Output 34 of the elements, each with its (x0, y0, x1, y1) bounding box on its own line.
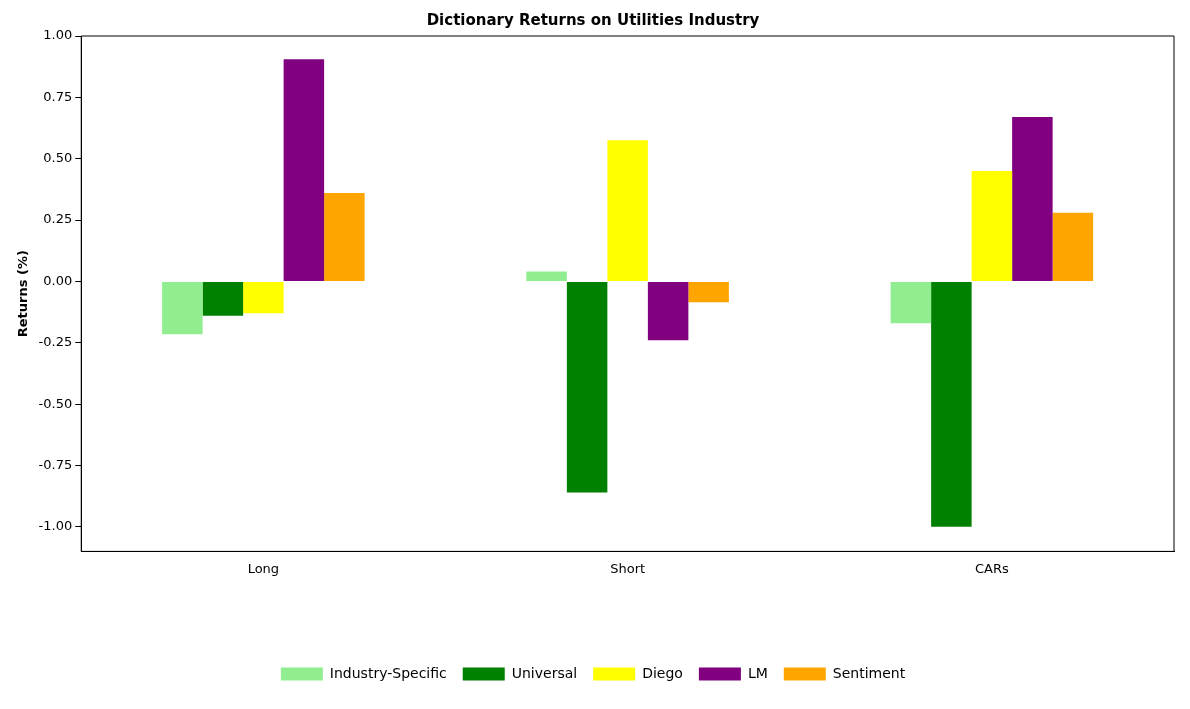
bar (566, 281, 608, 493)
bar (283, 59, 325, 281)
legend-label: LM (747, 664, 768, 681)
bar (202, 281, 244, 316)
y-tick-label: -0.50 (38, 395, 73, 411)
x-tick-label: Long (247, 560, 280, 576)
bar (971, 170, 1013, 281)
bar (688, 281, 729, 303)
legend-label: Universal (511, 664, 578, 681)
legend-label: Diego (642, 664, 683, 681)
bar (1012, 116, 1053, 281)
bar (890, 281, 932, 324)
y-tick-label: -0.75 (38, 456, 73, 472)
bar (647, 281, 689, 341)
y-tick-label: 0.50 (43, 150, 73, 166)
y-axis-title: Returns (%) (15, 250, 31, 338)
y-tick-label: 0.25 (43, 211, 73, 227)
chart-title: Dictionary Returns on Utilities Industry (426, 10, 760, 29)
x-tick-label: CARs (974, 560, 1009, 576)
y-tick-label: 1.00 (43, 27, 73, 43)
bar (607, 140, 648, 281)
x-tick-label: Short (610, 560, 646, 576)
bar (324, 193, 365, 281)
legend-label: Industry-Specific (329, 664, 447, 681)
bar (526, 271, 567, 281)
y-tick-label: 0.75 (43, 88, 73, 104)
legend-label: Sentiment (832, 664, 906, 681)
bar (1052, 212, 1094, 281)
bar (931, 281, 972, 527)
y-tick-label: -1.00 (38, 518, 73, 534)
bar (162, 281, 203, 335)
bar (243, 281, 284, 314)
y-tick-label: 0.00 (43, 272, 73, 288)
y-tick-label: -0.25 (38, 334, 73, 350)
